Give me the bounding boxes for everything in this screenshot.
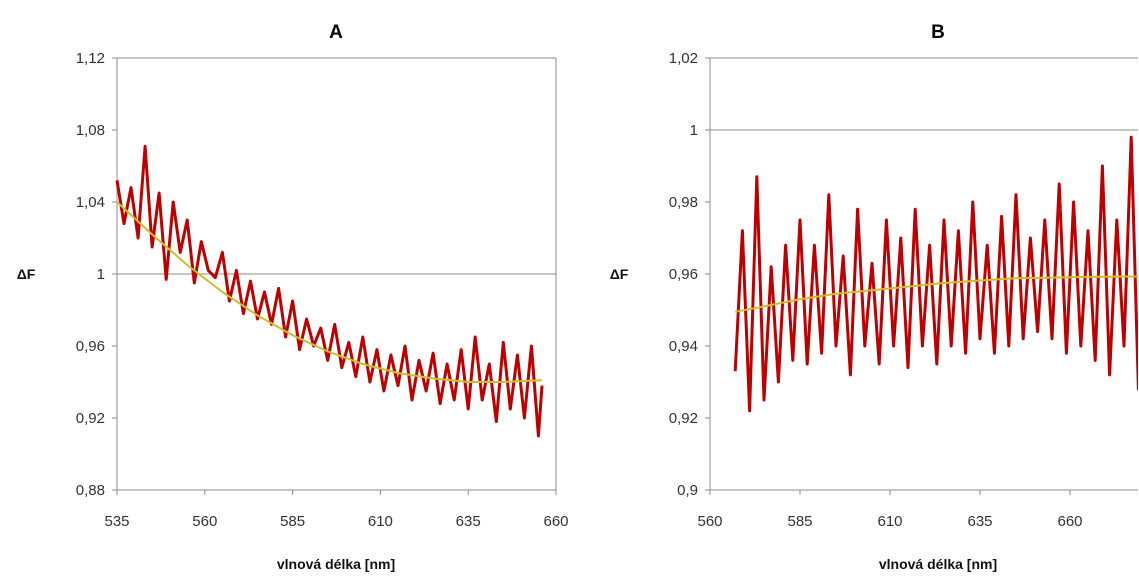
x-tick-label: 660 <box>1057 513 1082 530</box>
x-tick-label: 585 <box>280 513 305 530</box>
x-tick-label: 660 <box>543 513 568 530</box>
y-tick-label: 1,08 <box>76 122 105 139</box>
x-tick-label: 610 <box>368 513 393 530</box>
data-series-fit <box>735 275 1138 313</box>
y-tick-label: 1,12 <box>76 50 105 67</box>
y-axis-label: ΔF <box>610 266 629 282</box>
y-tick-label: 0,94 <box>669 338 698 355</box>
chart-panel-a: A vlnová délka [nm] ΔF 0,88 0,92 0,96 1 1,04… <box>17 22 569 572</box>
x-tick-label: 635 <box>967 513 992 530</box>
y-tick-label: 1 <box>690 122 698 139</box>
y-tick-label: 0,92 <box>669 410 698 427</box>
y-tick-label: 0,88 <box>76 482 105 499</box>
y-tick-label: 0,9 <box>677 482 698 499</box>
data-series-fit <box>116 201 543 383</box>
x-tick-label: 560 <box>192 513 217 530</box>
y-tick-label: 0,98 <box>669 194 698 211</box>
chart-title: B <box>931 22 945 43</box>
x-axis-label: vlnová délka [nm] <box>879 556 997 572</box>
y-tick-label: 0,96 <box>76 338 105 355</box>
chart-title: A <box>329 22 343 43</box>
data-series-measured <box>115 144 544 438</box>
x-tick-label: 610 <box>877 513 902 530</box>
x-axis-label: vlnová délka [nm] <box>277 556 395 572</box>
y-tick-label: 1 <box>97 266 105 283</box>
chart-panel-b: B vlnová délka [nm] ΔF 0,9 0,92 0,94 0,96 0,… <box>610 22 1138 572</box>
y-tick-label: 1,02 <box>669 50 698 67</box>
x-tick-label: 535 <box>104 513 129 530</box>
x-tick-label: 560 <box>697 513 722 530</box>
data-series-measured <box>733 135 1138 413</box>
x-tick-label: 585 <box>787 513 812 530</box>
x-tick-label: 635 <box>456 513 481 530</box>
y-tick-label: 0,96 <box>669 266 698 283</box>
y-tick-label: 1,04 <box>76 194 105 211</box>
y-axis-label: ΔF <box>17 266 36 282</box>
y-tick-label: 0,92 <box>76 410 105 427</box>
